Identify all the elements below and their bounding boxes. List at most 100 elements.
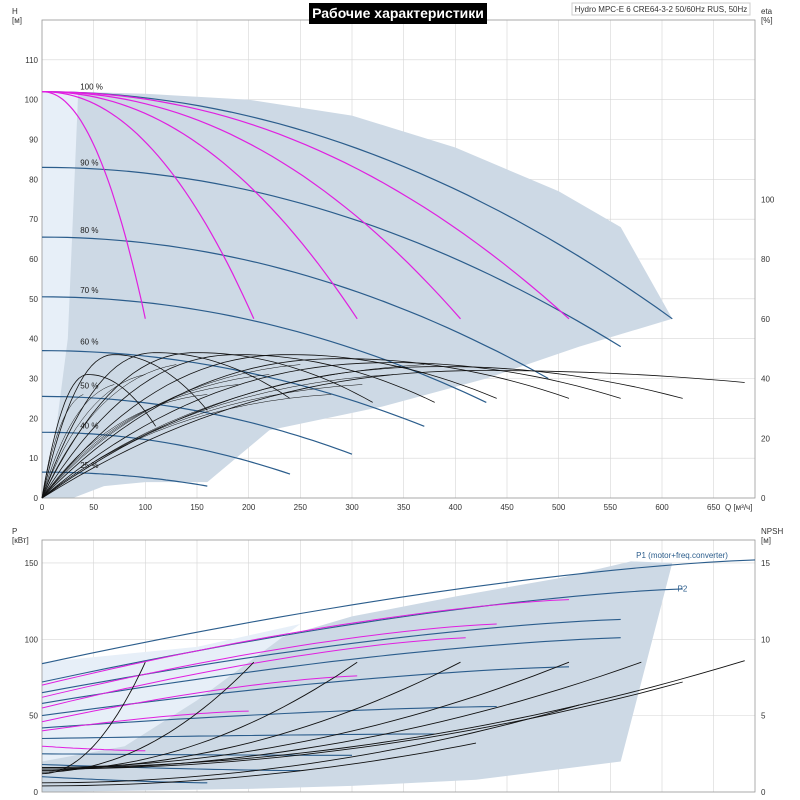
series-label: P2 xyxy=(678,584,688,593)
speed-label: 50 % xyxy=(80,381,98,390)
y2-tick-label: 0 xyxy=(761,494,766,503)
x-tick-label: 100 xyxy=(139,503,153,512)
thin-curve xyxy=(41,364,301,499)
x-tick-label: 250 xyxy=(294,503,308,512)
speed-curve xyxy=(41,166,622,348)
y-axis-unit: [м] xyxy=(12,16,22,25)
efficiency-power-curve xyxy=(41,675,358,723)
x-tick-label: 500 xyxy=(552,503,566,512)
power-panel: 0 50 100 150 0 5 10 15 P[кВт] NPSH[м] P1 (motor+fr… xyxy=(12,527,783,797)
speed-label: 60 % xyxy=(80,338,98,347)
speed-label: 90 % xyxy=(80,158,98,167)
efficiency-curve xyxy=(41,91,146,319)
y-tick-label: 70 xyxy=(29,215,38,224)
x-tick-label: 650 xyxy=(707,503,721,512)
y2-tick-label: 40 xyxy=(761,375,770,384)
x-tick-label: 0 xyxy=(40,503,45,512)
power-curve xyxy=(41,588,683,683)
thin-curve xyxy=(41,364,425,499)
speed-curve xyxy=(42,471,208,487)
speed-label: 70 % xyxy=(80,286,98,295)
y2-axis-unit: [м] xyxy=(761,536,771,545)
y-axis-label: P xyxy=(12,527,17,536)
efficiency-power-curve xyxy=(41,599,570,686)
y-tick-label: 10 xyxy=(29,454,38,463)
npsh-curve xyxy=(41,661,570,769)
thin-curve xyxy=(41,384,115,499)
efficiency-power-curve xyxy=(41,710,249,732)
thin-curve xyxy=(41,384,239,499)
operating-envelope xyxy=(42,561,673,792)
system-curve xyxy=(41,374,157,499)
thin-curve xyxy=(41,394,208,499)
thin-curve xyxy=(41,374,146,499)
y2-tick-label: 10 xyxy=(761,635,770,644)
chart-title: Рабочие характеристики xyxy=(312,5,484,21)
plot-frame xyxy=(41,539,756,793)
y-tick-label: 50 xyxy=(29,712,38,721)
y-tick-label: 100 xyxy=(25,635,39,644)
y2-tick-label: 100 xyxy=(761,195,775,204)
y2-axis-unit: [%] xyxy=(761,16,773,25)
thin-curve xyxy=(41,364,177,499)
efficiency-curve xyxy=(41,91,461,320)
x-tick-label: 150 xyxy=(190,503,204,512)
x-tick-label: 350 xyxy=(397,503,411,512)
power-curve xyxy=(41,733,435,740)
npsh-curve xyxy=(41,681,683,770)
speed-label: 40 % xyxy=(80,421,98,430)
x-tick-label: 550 xyxy=(604,503,618,512)
y-tick-label: 50 xyxy=(29,295,38,304)
npsh-curve xyxy=(41,660,745,769)
head-panel: 0 10 20 30 40 50 60 70 80 90 100 110 0 20 40 60 80 100 H[м… xyxy=(12,7,775,512)
series-label: P1 (motor+freq.converter) xyxy=(636,551,728,560)
y2-tick-label: 20 xyxy=(761,434,770,443)
y-tick-label: 90 xyxy=(29,136,38,145)
y-tick-label: 110 xyxy=(25,56,38,65)
efficiency-power-curve xyxy=(41,623,497,698)
light-region xyxy=(42,624,301,762)
efficiency-power-curve xyxy=(41,637,466,709)
operating-envelope xyxy=(42,91,673,498)
y-tick-label: 150 xyxy=(25,559,39,568)
y-axis-label: H xyxy=(12,7,18,16)
y2-axis-label: NPSH xyxy=(761,527,783,536)
x-axis-label: Q [м³/ч] xyxy=(725,503,752,512)
y2-tick-label: 80 xyxy=(761,255,770,264)
npsh-curve xyxy=(41,704,580,784)
speed-label: 100 % xyxy=(80,83,103,92)
thin-curve xyxy=(41,374,270,499)
y-tick-label: 0 xyxy=(34,788,39,797)
system-curve xyxy=(41,362,621,499)
system-curve xyxy=(41,354,208,499)
efficiency-curve xyxy=(41,91,358,320)
x-tick-label: 600 xyxy=(655,503,669,512)
speed-curve xyxy=(41,350,425,427)
y2-tick-label: 60 xyxy=(761,315,770,324)
y-axis-unit: [кВт] xyxy=(12,536,29,545)
speed-curve xyxy=(42,431,291,475)
y-tick-label: 30 xyxy=(29,375,38,384)
y2-tick-label: 15 xyxy=(761,559,770,568)
x-tick-label: 300 xyxy=(345,503,359,512)
system-curve xyxy=(41,354,435,499)
x-tick-label: 50 xyxy=(89,503,98,512)
y-tick-label: 20 xyxy=(29,414,38,423)
system-curve xyxy=(41,358,570,499)
y2-axis-label: eta xyxy=(761,7,773,16)
efficiency-curve xyxy=(41,91,255,320)
power-curve xyxy=(41,559,756,665)
npsh-curve xyxy=(41,742,477,787)
x-tick-label: 400 xyxy=(449,503,463,512)
y-tick-label: 80 xyxy=(29,175,38,184)
thin-curve xyxy=(41,394,84,499)
speed-label: 80 % xyxy=(80,226,98,235)
x-tick-label: 200 xyxy=(242,503,256,512)
speed-curve xyxy=(41,91,673,320)
pump-info: Hydro MPC-E 6 CRE64-3-2 50/60Hz RUS, 50H… xyxy=(575,5,748,14)
speed-label: 25 % xyxy=(80,461,98,470)
pump-info-box xyxy=(571,2,751,16)
y-tick-label: 60 xyxy=(29,255,38,264)
system-curve xyxy=(41,352,373,499)
